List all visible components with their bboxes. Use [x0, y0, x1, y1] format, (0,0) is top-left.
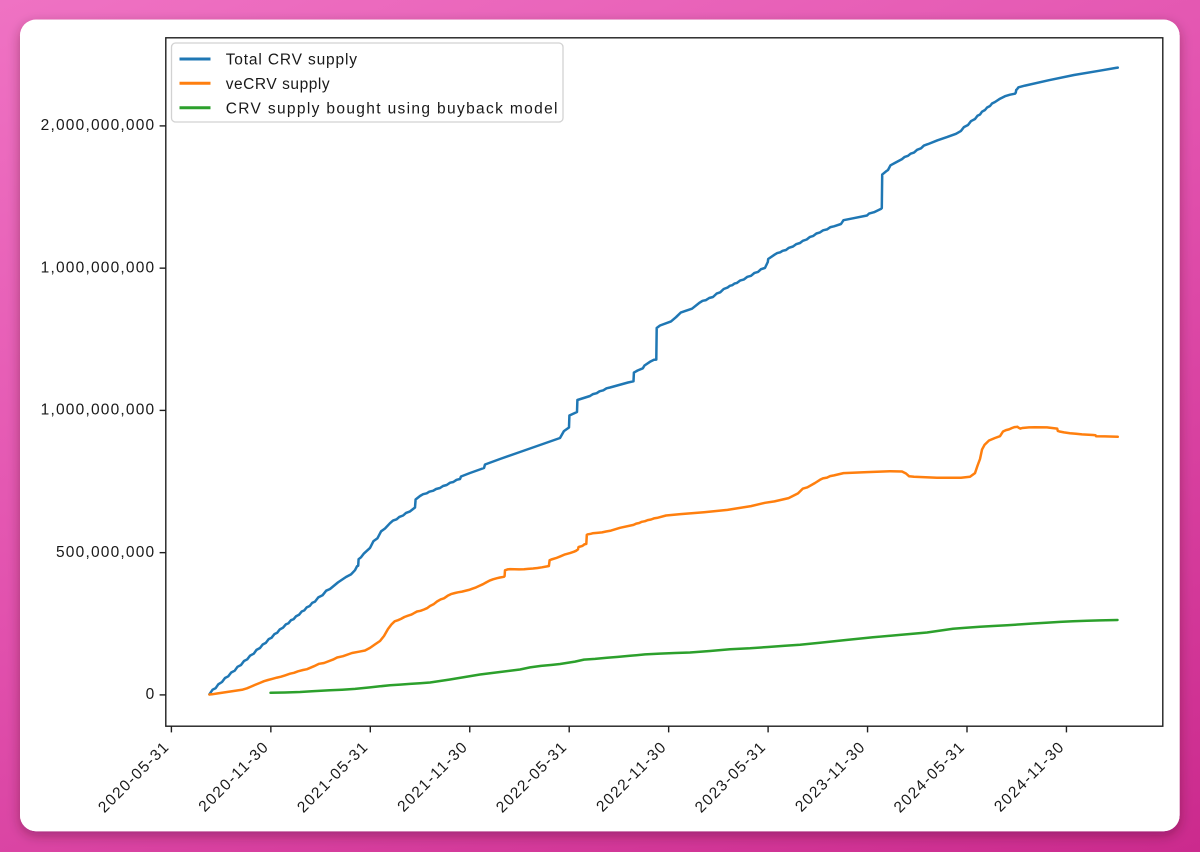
svg-text:1,000,000,000: 1,000,000,000	[41, 259, 156, 276]
svg-text:500,000,000: 500,000,000	[56, 544, 155, 561]
svg-text:veCRV supply: veCRV supply	[226, 76, 331, 93]
svg-text:Total CRV supply: Total CRV supply	[226, 52, 358, 69]
svg-text:CRV supply bought using buybac: CRV supply bought using buyback model	[226, 100, 559, 117]
svg-text:2,000,000,000: 2,000,000,000	[41, 117, 156, 134]
svg-text:0: 0	[146, 686, 156, 703]
svg-text:1,000,000,000: 1,000,000,000	[41, 402, 156, 419]
